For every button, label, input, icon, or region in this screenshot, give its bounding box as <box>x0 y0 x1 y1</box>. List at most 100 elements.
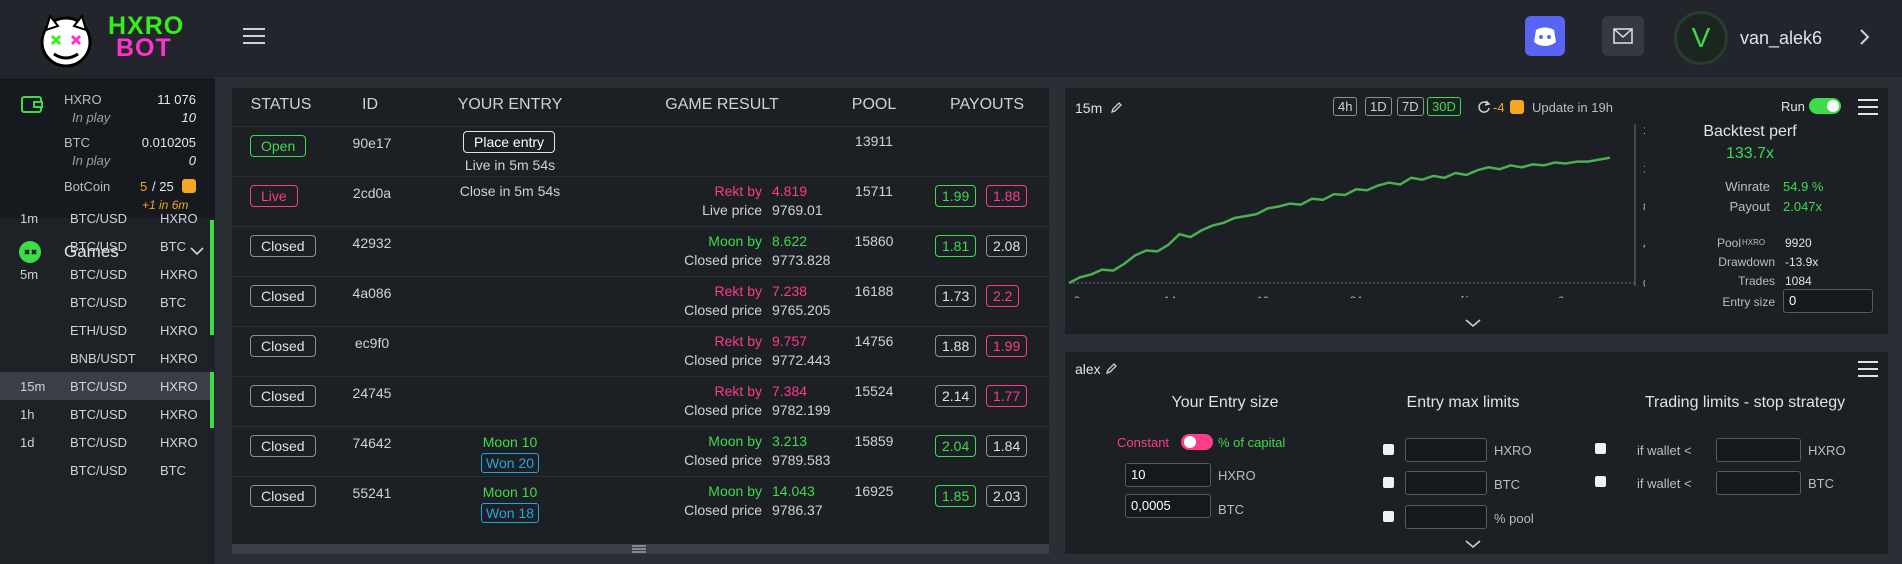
max-btc-input[interactable] <box>1405 471 1487 495</box>
pencil-icon[interactable] <box>1110 101 1123 114</box>
max-btc-checkbox[interactable] <box>1383 477 1394 488</box>
hamburger-menu-icon[interactable] <box>243 28 265 46</box>
col-status[interactable]: STATUS <box>250 96 312 113</box>
table-row[interactable]: Closed 24745 Rekt by 7.384 Closed price 9782.… <box>232 376 1049 426</box>
price-label: Closed price <box>684 452 762 468</box>
status-badge[interactable]: Closed <box>250 385 316 407</box>
range-30d-button[interactable]: 30D <box>1427 97 1461 116</box>
game-coin: BTC <box>160 463 186 478</box>
status-badge[interactable]: Closed <box>250 235 316 257</box>
max-pool-checkbox[interactable] <box>1383 511 1394 522</box>
place-entry-button[interactable]: Place entry <box>463 131 556 153</box>
payout-down: 2.03 <box>986 485 1028 507</box>
run-toggle[interactable] <box>1809 98 1841 114</box>
username[interactable]: van_alek6 <box>1740 28 1823 48</box>
table-row[interactable]: Closed 74642 Moon 10 Won 20 Moon by 3.213 Clos… <box>232 426 1049 476</box>
max-hxro-checkbox[interactable] <box>1383 444 1394 455</box>
table-row[interactable]: Closed 4a086 Rekt by 7.238 Closed price 9765.… <box>232 276 1049 326</box>
chevron-down-icon[interactable] <box>1465 539 1481 549</box>
chevron-down-icon[interactable] <box>190 246 204 256</box>
payout-up: 2.04 <box>935 435 977 457</box>
game-item[interactable]: 1h BTC/USD HXRO <box>0 400 210 428</box>
btc-amount-input[interactable]: 0,0005 <box>1125 494 1211 518</box>
chevron-down-icon[interactable] <box>1465 318 1481 328</box>
result-value: 4.819 <box>772 183 808 199</box>
drag-handle-icon[interactable] <box>632 545 646 553</box>
game-coin: HXRO <box>160 351 198 366</box>
avatar[interactable]: V <box>1674 11 1728 65</box>
game-item[interactable]: BTC/USD BTC <box>0 456 210 484</box>
game-item[interactable]: 1d BTC/USD HXRO <box>0 428 210 456</box>
pencil-icon[interactable] <box>1105 362 1118 375</box>
payout-up: 1.73 <box>935 285 977 307</box>
game-coin: HXRO <box>160 323 198 338</box>
col-game-result[interactable]: GAME RESULT <box>665 96 779 113</box>
discord-button[interactable] <box>1525 16 1565 56</box>
botcoin-label: BotCoin <box>64 179 111 194</box>
status-badge[interactable]: Open <box>250 135 307 157</box>
chevron-right-icon[interactable] <box>1858 28 1870 46</box>
stop-hxro-input[interactable] <box>1716 438 1801 462</box>
game-item[interactable]: BNB/USDT HXRO <box>0 344 210 372</box>
max-hxro-input[interactable] <box>1405 438 1487 462</box>
stop-btc-input[interactable] <box>1716 471 1801 495</box>
range-4h-button[interactable]: 4h <box>1333 97 1358 116</box>
stop-hxro-checkbox[interactable] <box>1595 443 1606 454</box>
max-limits-title: Entry max limits <box>1406 394 1520 411</box>
stop-btc-checkbox[interactable] <box>1595 476 1606 487</box>
game-item[interactable]: ETH/USD HXRO <box>0 316 210 344</box>
status-badge[interactable]: Closed <box>250 285 316 307</box>
games-header[interactable]: Games <box>0 228 215 274</box>
status-badge[interactable]: Closed <box>250 435 316 457</box>
y-tick-label: 80x <box>1643 202 1645 214</box>
col-payouts[interactable]: PAYOUTS <box>949 96 1025 113</box>
table-row[interactable]: Open 90e17 Place entry Live in 5m 54s 13911 <box>232 126 1049 176</box>
hxro-bot-logo-icon[interactable] <box>36 10 96 68</box>
game-item[interactable]: 15m BTC/USD HXRO <box>0 372 210 400</box>
col-your-entry[interactable]: YOUR ENTRY <box>457 96 563 113</box>
refresh-count: -4 <box>1493 100 1505 115</box>
status-badge[interactable]: Closed <box>250 485 316 507</box>
backtest-perf: 133.7x <box>1725 145 1775 162</box>
game-id: 90e17 <box>352 135 392 151</box>
menu-icon[interactable] <box>1858 361 1878 377</box>
game-id: 42932 <box>352 235 392 251</box>
discord-icon <box>1534 27 1556 46</box>
game-item[interactable]: BTC/USD BTC <box>0 288 210 316</box>
result-value: 8.622 <box>772 233 808 249</box>
max-pool-input[interactable] <box>1405 505 1487 529</box>
table-row[interactable]: Closed ec9f0 Rekt by 9.757 Closed price 9772.… <box>232 326 1049 376</box>
menu-icon[interactable] <box>1858 99 1878 115</box>
status-badge[interactable]: Closed <box>250 335 316 357</box>
stop-hxro-label: if wallet < <box>1637 443 1692 458</box>
series-line <box>1068 156 1611 285</box>
result-label: Rekt by <box>714 283 762 299</box>
col-id[interactable]: ID <box>362 96 378 113</box>
table-row[interactable]: Live 2cd0a Close in 5m 54s Rekt by 4.819 Live… <box>232 176 1049 226</box>
table-row[interactable]: Closed 55241 Moon 10 Won 18 Moon by 14.043 Clo… <box>232 476 1049 526</box>
range-1d-button[interactable]: 1D <box>1365 97 1392 116</box>
game-timeframe: 1d <box>20 435 35 450</box>
game-item[interactable]: 5m BTC/USD HXRO <box>0 260 210 288</box>
pool-value: 15524 <box>854 383 894 399</box>
x-tick-label: 6 <box>1558 295 1564 298</box>
entry-mode-toggle[interactable] <box>1181 434 1213 450</box>
horizontal-scrollbar[interactable] <box>232 544 1049 554</box>
hxro-amount-input[interactable]: 10 <box>1125 463 1211 487</box>
trades-label: Trades <box>1738 274 1775 288</box>
refresh-icon[interactable] <box>1477 100 1491 114</box>
y-tick-label: 160x <box>1643 125 1645 137</box>
botcoin-max: / 25 <box>152 179 174 194</box>
won-badge: Won 20 <box>481 453 539 473</box>
game-item[interactable]: 1m BTC/USD HXRO <box>0 204 210 232</box>
table-row[interactable]: Closed 42932 Moon by 8.622 Closed price 9773.… <box>232 226 1049 276</box>
status-badge[interactable]: Live <box>250 185 298 207</box>
game-item[interactable]: BTC/USD BTC <box>0 232 210 260</box>
entry-size-input[interactable]: 0 <box>1783 289 1873 313</box>
entry-size-label: Entry size <box>1722 295 1775 309</box>
col-pool[interactable]: POOL <box>851 96 897 113</box>
price-label: Closed price <box>684 502 762 518</box>
mail-button[interactable] <box>1602 16 1644 56</box>
range-7d-button[interactable]: 7D <box>1397 97 1424 116</box>
backtest-title: Backtest perf <box>1703 123 1797 140</box>
